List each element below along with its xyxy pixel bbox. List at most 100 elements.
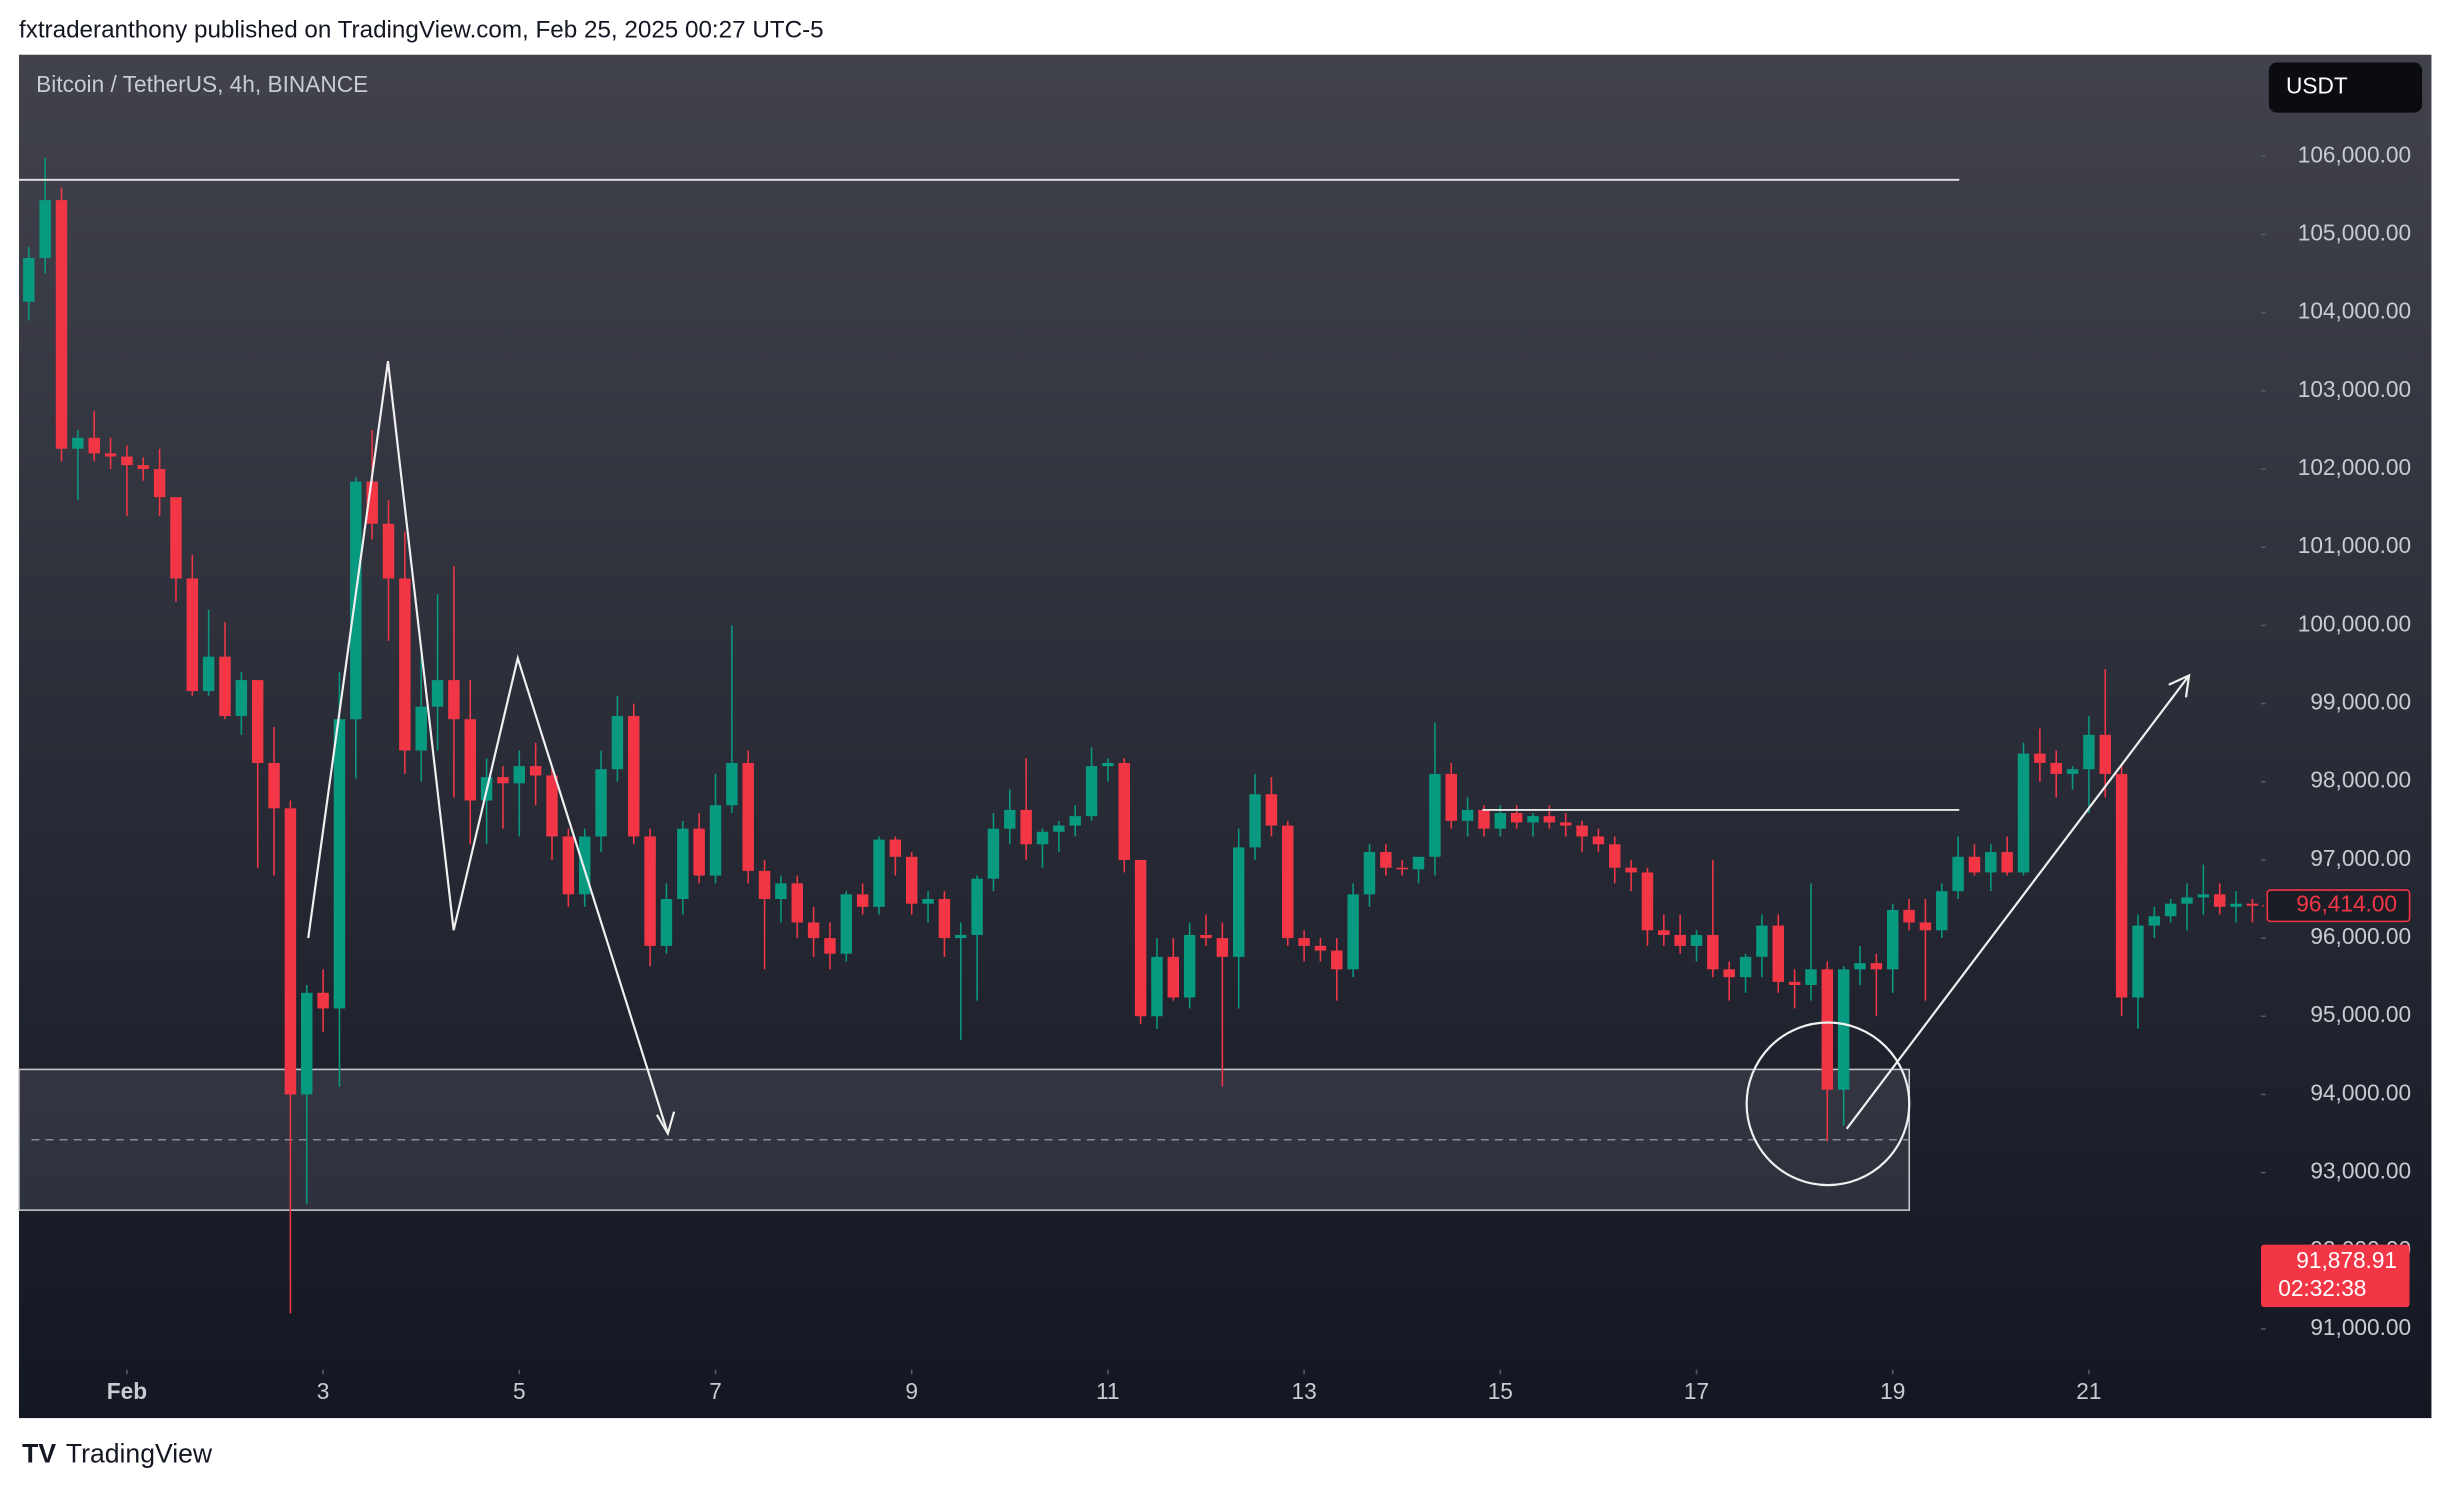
candle-body (2034, 753, 2046, 763)
symbol-title: Bitcoin / TetherUS, 4h, BINANCE (36, 71, 368, 97)
candle-body (758, 870, 771, 900)
y-tick-label: 97,000.00 (2310, 845, 2411, 871)
x-tick-label: 7 (709, 1378, 722, 1404)
candle-body (1069, 816, 1081, 826)
y-tick-label: 94,000.00 (2310, 1079, 2411, 1105)
candle-body (1658, 930, 1670, 935)
candle-body (2197, 894, 2210, 898)
currency-label[interactable]: USDT (2286, 73, 2348, 99)
candle-body (2083, 734, 2095, 770)
candle-body (1167, 956, 1180, 998)
candle-body (1592, 836, 1605, 845)
candle-body (333, 719, 346, 1009)
candle-body (202, 656, 215, 692)
y-tick-label: 106,000.00 (2298, 141, 2411, 167)
candle-body (971, 878, 983, 935)
x-tick-label: 17 (1684, 1378, 1709, 1404)
candle-body (677, 828, 689, 900)
candle-body (88, 437, 100, 454)
candle-body (905, 856, 918, 904)
candle-body (1886, 909, 1899, 970)
y-tick-label: 91,000.00 (2310, 1314, 2411, 1340)
candle-body (742, 762, 754, 871)
candle-body (1183, 934, 1196, 998)
projection-arrow (1845, 674, 2190, 1130)
candle-body (856, 894, 869, 907)
candle-body (2115, 773, 2128, 998)
candle-body (987, 828, 1000, 879)
candle-body (1919, 922, 1932, 931)
candle-body (775, 883, 787, 900)
candle-body (1641, 872, 1654, 931)
candle-body (1723, 969, 1735, 978)
candle-body (1707, 934, 1719, 970)
candle-body (2001, 852, 2013, 873)
candle-body (922, 899, 934, 904)
candle-body (268, 762, 280, 809)
candle-body (562, 836, 575, 895)
candle-body (726, 762, 738, 806)
brand-name: TradingView (66, 1439, 213, 1469)
candle-body (1282, 825, 1294, 939)
candle-body (382, 523, 395, 579)
candle-body (1690, 934, 1703, 946)
candle-body (1232, 847, 1245, 957)
countdown-label: 02:32:38 (2278, 1275, 2366, 1301)
candle-body (251, 680, 264, 763)
y-tick-label: 101,000.00 (2298, 532, 2411, 558)
candle-body (513, 766, 526, 784)
candle-body (595, 769, 607, 837)
candle-body (448, 680, 460, 720)
candle-body (186, 578, 199, 692)
candle-body (1952, 856, 1964, 892)
candle-body (1837, 969, 1850, 1090)
candle-body (415, 706, 427, 751)
candle-body (1821, 969, 1834, 1090)
y-tick-label: 102,000.00 (2298, 454, 2411, 480)
candle-body (1412, 856, 1425, 870)
candle-body (1200, 934, 1212, 939)
y-tick-label: 96,000.00 (2310, 923, 2411, 949)
candle-body (284, 808, 297, 1095)
candle-body (497, 777, 509, 784)
candle-body (644, 836, 656, 946)
candle-body (1085, 766, 1098, 817)
candle-body (546, 775, 558, 837)
candle-body (578, 836, 591, 895)
y-tick-label: 95,000.00 (2310, 1001, 2411, 1027)
candle-body (660, 899, 673, 946)
candle-body (1461, 809, 1474, 821)
candle-body (1788, 981, 1801, 985)
candle-body (1102, 762, 1114, 767)
candle-body (1151, 956, 1163, 1017)
x-tick-label: 19 (1880, 1378, 1905, 1404)
last-price-box (2266, 889, 2411, 923)
candle-body (709, 805, 722, 876)
candle-body (1903, 909, 1915, 923)
candle-body (1004, 809, 1016, 829)
x-tick-label: 13 (1292, 1378, 1317, 1404)
candle-body (1314, 945, 1327, 951)
candle-body (1674, 934, 1686, 946)
candle-body (23, 257, 35, 302)
candle-body (1020, 809, 1032, 845)
candle-body (39, 200, 51, 258)
candle-body (955, 934, 967, 939)
x-tick-label: Feb (107, 1378, 147, 1404)
arrow-head (655, 1111, 676, 1137)
candle-body (1380, 852, 1392, 868)
candle-body (1216, 938, 1229, 957)
candle-body (1298, 938, 1310, 946)
candle-body (1576, 825, 1588, 837)
candle-body (824, 938, 836, 954)
candle-body (1494, 813, 1507, 829)
candle-body (693, 828, 705, 876)
candle-body (1036, 831, 1049, 845)
candle-body (1249, 794, 1261, 848)
currency-button[interactable] (2268, 62, 2423, 113)
candle-body (1968, 856, 1981, 873)
candle-body (1118, 762, 1130, 860)
candle-body (1854, 963, 1866, 970)
